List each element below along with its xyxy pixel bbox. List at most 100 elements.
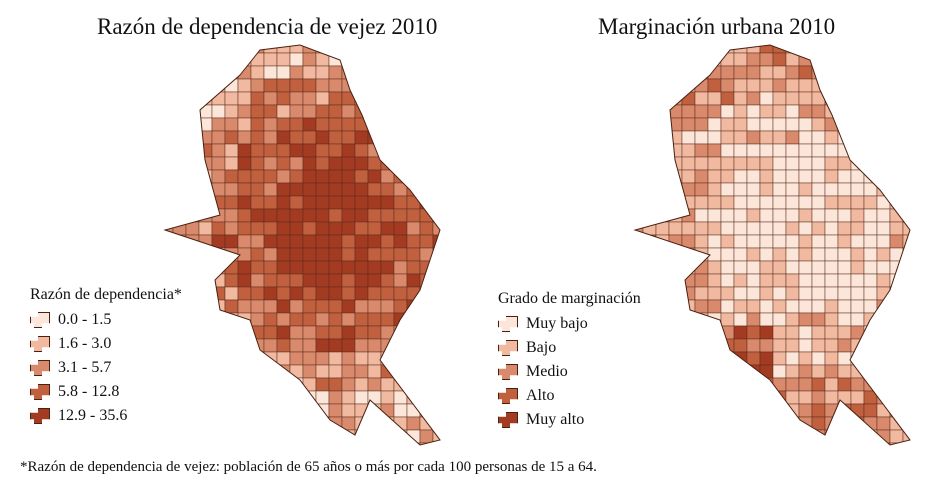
map-block [811, 117, 826, 132]
map-block [850, 78, 865, 93]
map-block [772, 377, 787, 392]
map-block [185, 247, 200, 262]
map-block [315, 45, 330, 54]
map-block [276, 442, 291, 445]
map-block [837, 260, 852, 275]
map-block [276, 91, 291, 106]
map-block [237, 130, 252, 145]
map-block [250, 130, 265, 145]
map-block [328, 91, 343, 106]
map-block [250, 234, 265, 249]
map-block [198, 221, 213, 236]
map-block [263, 130, 278, 145]
map-block [785, 104, 800, 119]
map-block [380, 195, 395, 210]
map-block [302, 312, 317, 327]
map-block [211, 416, 226, 431]
map-block [850, 234, 865, 249]
map-block [668, 182, 683, 197]
map-block [302, 195, 317, 210]
map-block [668, 429, 683, 444]
map-block [642, 260, 657, 275]
map-block [707, 338, 722, 353]
legend-label: 3.1 - 5.7 [58, 359, 112, 376]
map-block [172, 156, 187, 171]
map-block [341, 442, 356, 445]
map-block [642, 117, 657, 132]
map-block [863, 351, 878, 366]
map-block [237, 286, 252, 301]
map-block [772, 273, 787, 288]
map-block [746, 390, 761, 405]
map-block [824, 364, 839, 379]
map-block [185, 182, 200, 197]
map-block [276, 117, 291, 132]
map-block [315, 117, 330, 132]
map-block [406, 104, 421, 119]
map-block [250, 78, 265, 93]
map-block [380, 221, 395, 236]
map-block [289, 156, 304, 171]
map-block [419, 221, 434, 236]
map-block [185, 403, 200, 418]
map-block [172, 442, 187, 445]
map-block [224, 416, 239, 431]
map-block [863, 260, 878, 275]
map-block [850, 91, 865, 106]
map-block [250, 312, 265, 327]
map-block [798, 273, 813, 288]
map-block [681, 403, 696, 418]
map-block [393, 377, 408, 392]
map-block [237, 234, 252, 249]
map-block [668, 364, 683, 379]
legend-label: 0.0 - 1.5 [58, 311, 112, 328]
map-block [289, 338, 304, 353]
map-block [759, 234, 774, 249]
map-block [681, 117, 696, 132]
map-block [315, 182, 330, 197]
map-block [642, 143, 657, 158]
legend-swatch-icon [30, 336, 50, 352]
map-block [289, 325, 304, 340]
map-block [367, 299, 382, 314]
map-block [419, 377, 434, 392]
map-block [798, 234, 813, 249]
map-block [185, 351, 200, 366]
map-block [889, 104, 904, 119]
map-block [902, 351, 910, 366]
map-block [211, 312, 226, 327]
map-block [302, 117, 317, 132]
map-block [406, 338, 421, 353]
map-block [165, 130, 174, 145]
map-block [432, 364, 440, 379]
map-block [354, 364, 369, 379]
map-block [432, 143, 440, 158]
map-block [289, 377, 304, 392]
map-block [289, 130, 304, 145]
map-block [707, 104, 722, 119]
map-block [328, 364, 343, 379]
map-block [798, 377, 813, 392]
map-block [642, 45, 657, 54]
map-block [681, 325, 696, 340]
map-block [432, 195, 440, 210]
map-block [746, 143, 761, 158]
map-block [876, 234, 891, 249]
map-block [250, 377, 265, 392]
map-block [432, 130, 440, 145]
map-block [276, 416, 291, 431]
map-block [798, 364, 813, 379]
map-block [263, 429, 278, 444]
map-block [367, 234, 382, 249]
map-block [837, 182, 852, 197]
map-block [746, 377, 761, 392]
map-block [785, 169, 800, 184]
map-block [889, 247, 904, 262]
map-block [315, 130, 330, 145]
map-block [419, 143, 434, 158]
map-block [850, 286, 865, 301]
map-block [746, 156, 761, 171]
map-block [198, 260, 213, 275]
map-block [694, 104, 709, 119]
map-block [889, 45, 904, 54]
